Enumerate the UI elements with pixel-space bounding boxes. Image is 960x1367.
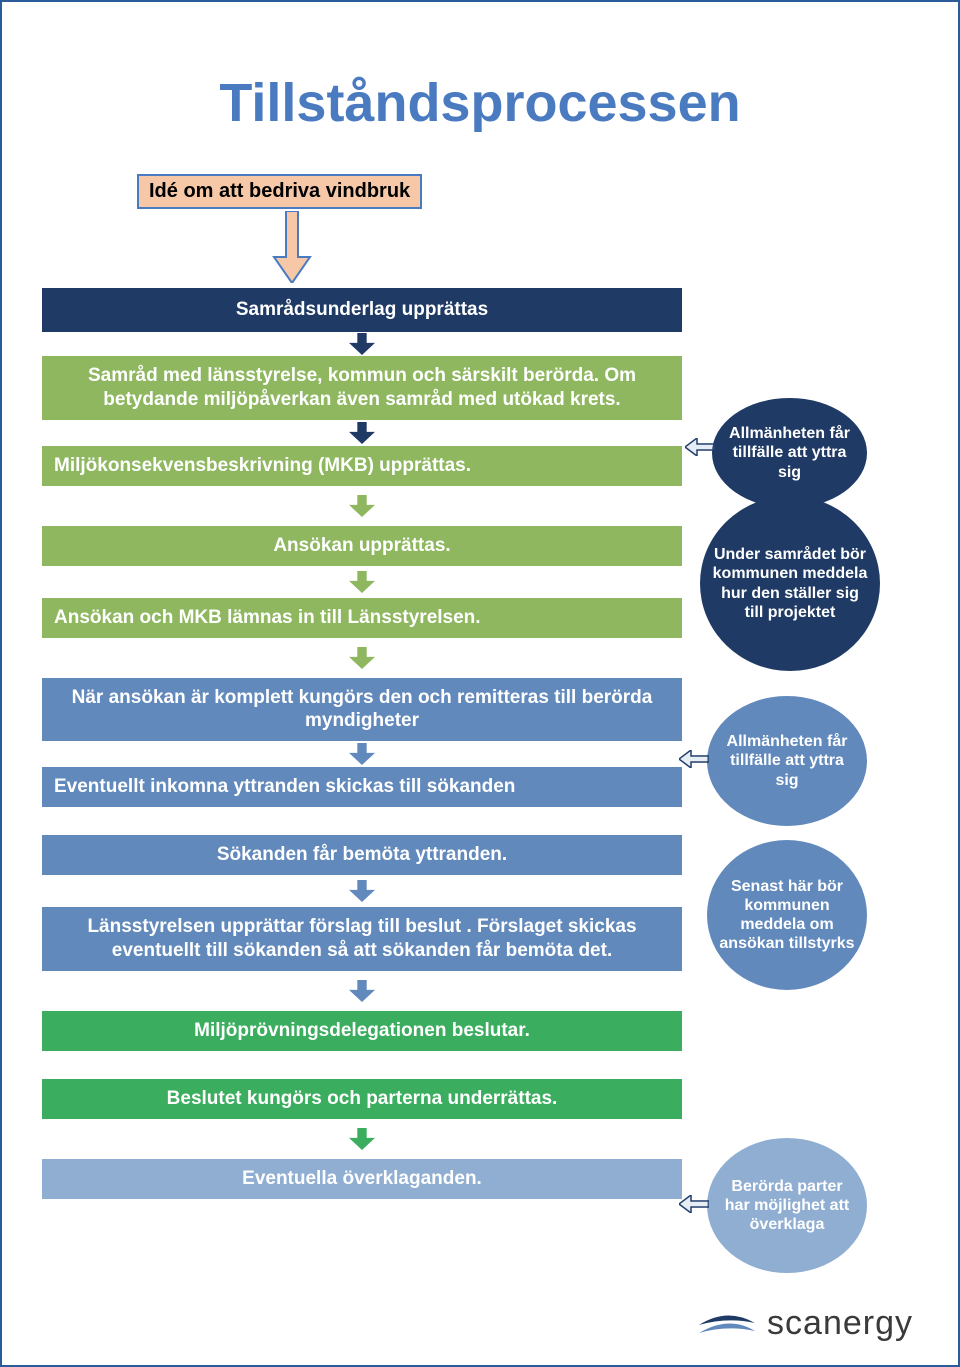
annotation-bubble-4: Berörda parter har möjlighet att överkla…: [707, 1138, 867, 1273]
down-arrow-icon: [42, 638, 682, 678]
bubble-arrow-icon: [679, 1195, 709, 1218]
down-arrow-icon: [42, 420, 682, 446]
logo-text: scanergy: [767, 1304, 913, 1343]
annotation-bubble-3: Senast här bör kommunen meddela om ansök…: [707, 840, 867, 990]
down-arrow-icon: [42, 332, 682, 356]
annotation-bubble-0: Allmänheten får tillfälle att yttra sig: [712, 398, 867, 508]
bubble-arrow-icon: [679, 750, 709, 773]
flow-content: Samrådsunderlag upprättas Samråd med län…: [42, 288, 918, 1199]
flow-step-4: Ansökan och MKB lämnas in till Länsstyre…: [42, 598, 682, 638]
start-arrow: [272, 211, 918, 288]
start-box: Idé om att bedriva vindbruk: [137, 174, 422, 209]
flow-column: Samrådsunderlag upprättas Samråd med län…: [42, 288, 682, 1199]
flow-step-6: Eventuellt inkomna yttranden skickas til…: [42, 767, 682, 807]
flow-step-2: Miljökonsekvensbeskrivning (MKB) upprätt…: [42, 446, 682, 486]
flow-step-8: Länsstyrelsen upprättar förslag till bes…: [42, 907, 682, 971]
document-frame: Tillståndsprocessen Idé om att bedriva v…: [0, 0, 960, 1367]
down-arrow-icon: [42, 566, 682, 598]
flow-step-1: Samråd med länsstyrelse, kommun och särs…: [42, 356, 682, 420]
down-arrow-icon: [42, 741, 682, 767]
flow-step-0: Samrådsunderlag upprättas: [42, 288, 682, 332]
flow-step-11: Eventuella överklaganden.: [42, 1159, 682, 1199]
annotation-bubble-2: Allmänheten får tillfälle att yttra sig: [707, 696, 867, 826]
flow-step-10: Beslutet kungörs och parterna underrätta…: [42, 1079, 682, 1119]
bubble-arrow-icon: [685, 438, 715, 461]
logo-swoosh-icon: [697, 1311, 757, 1337]
page-title: Tillståndsprocessen: [42, 72, 918, 134]
down-arrow-icon: [42, 875, 682, 907]
flow-step-7: Sökanden får bemöta yttranden.: [42, 835, 682, 875]
down-arrow-icon: [42, 971, 682, 1011]
down-arrow-icon: [42, 1119, 682, 1159]
down-arrow-icon: [42, 486, 682, 526]
logo: scanergy: [697, 1304, 913, 1343]
flow-step-3: Ansökan upprättas.: [42, 526, 682, 566]
flow-step-5: När ansökan är komplett kungörs den och …: [42, 678, 682, 742]
annotation-bubble-1: Under samrådet bör kommunen meddela hur …: [700, 496, 880, 671]
flow-step-9: Miljöprövningsdelegationen beslutar.: [42, 1011, 682, 1051]
